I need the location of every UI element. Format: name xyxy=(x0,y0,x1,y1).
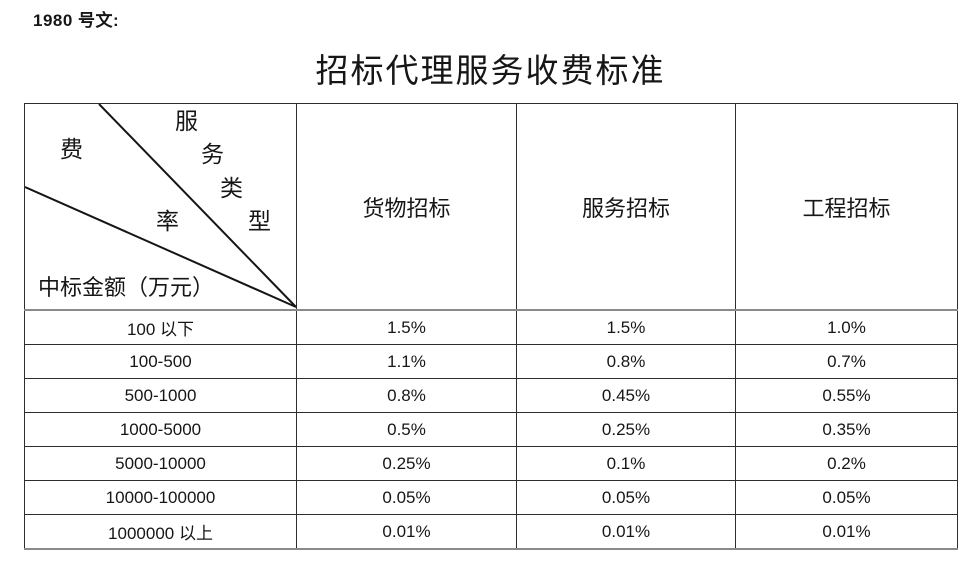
bid-amount-range-cell: 100 以下 xyxy=(24,309,297,345)
fee-rate-cell: 0.01% xyxy=(735,514,958,550)
corner-label-service-type-char-2: 务 xyxy=(201,142,224,167)
header-row: 服 务 类 型 费 率 中标金额（万元） 货物招标 服务招标 工程招标 xyxy=(24,103,958,311)
bid-amount-range-cell: 100-500 xyxy=(24,344,297,379)
fee-rate-cell: 0.45% xyxy=(516,378,736,413)
bid-amount-range-cell: 1000-5000 xyxy=(24,412,297,447)
fee-rate-cell: 0.01% xyxy=(296,514,517,550)
fee-rate-cell: 0.05% xyxy=(296,480,517,515)
fee-rate-cell: 1.1% xyxy=(296,344,517,379)
bid-amount-range-cell: 1000000 以上 xyxy=(24,514,297,550)
corner-header-cell: 服 务 类 型 费 率 中标金额（万元） xyxy=(24,103,297,311)
fee-rate-cell: 0.8% xyxy=(296,378,517,413)
fee-rate-cell: 0.25% xyxy=(296,446,517,481)
fee-rate-cell: 0.01% xyxy=(516,514,736,550)
page-title: 招标代理服务收费标准 xyxy=(315,54,666,90)
fee-rate-cell: 0.7% xyxy=(735,344,958,379)
table-row: 5000-10000 0.25% 0.1% 0.2% xyxy=(24,446,958,481)
bid-amount-range-cell: 10000-100000 xyxy=(24,480,297,515)
doc-number: 1980 号文: xyxy=(33,11,120,30)
fee-rate-cell: 0.05% xyxy=(516,480,736,515)
fee-rate-cell: 0.2% xyxy=(735,446,958,481)
table-row: 500-1000 0.8% 0.45% 0.55% xyxy=(24,378,958,413)
fee-rate-cell: 1.5% xyxy=(296,309,517,345)
table-row: 10000-100000 0.05% 0.05% 0.05% xyxy=(24,480,958,515)
fee-rate-cell: 1.5% xyxy=(516,309,736,345)
fee-rate-cell: 1.0% xyxy=(735,309,958,345)
table-row: 1000000 以上 0.01% 0.01% 0.01% xyxy=(24,514,958,550)
corner-label-service-type-char-3: 类 xyxy=(220,176,243,201)
corner-label-service-type-char-4: 型 xyxy=(248,209,271,234)
fee-table: 服 务 类 型 费 率 中标金额（万元） 货物招标 服务招标 工程招标 100 … xyxy=(24,103,958,550)
fee-rate-cell: 0.05% xyxy=(735,480,958,515)
fee-rate-cell: 0.25% xyxy=(516,412,736,447)
fee-rate-cell: 0.55% xyxy=(735,378,958,413)
corner-label-fee-rate-char-2: 率 xyxy=(156,209,179,234)
corner-label-bid-amount: 中标金额（万元） xyxy=(38,275,215,300)
table-row: 1000-5000 0.5% 0.25% 0.35% xyxy=(24,412,958,447)
fee-rate-cell: 0.35% xyxy=(735,412,958,447)
column-header-works-bidding: 工程招标 xyxy=(735,103,958,311)
column-header-goods-bidding: 货物招标 xyxy=(296,103,517,311)
fee-rate-cell: 0.8% xyxy=(516,344,736,379)
bid-amount-range-cell: 500-1000 xyxy=(24,378,297,413)
fee-rate-cell: 0.5% xyxy=(296,412,517,447)
corner-label-service-type-char-1: 服 xyxy=(175,109,198,134)
diagonal-divider-lines xyxy=(25,104,297,308)
fee-table-body: 100 以下 1.5% 1.5% 1.0% 100-500 1.1% 0.8% 0.7% 500… xyxy=(24,309,958,550)
column-header-services-bidding: 服务招标 xyxy=(516,103,736,311)
table-row: 100 以下 1.5% 1.5% 1.0% xyxy=(24,309,958,345)
corner-label-fee-rate-char-1: 费 xyxy=(60,137,83,162)
bid-amount-range-cell: 5000-10000 xyxy=(24,446,297,481)
table-row: 100-500 1.1% 0.8% 0.7% xyxy=(24,344,958,379)
fee-rate-cell: 0.1% xyxy=(516,446,736,481)
